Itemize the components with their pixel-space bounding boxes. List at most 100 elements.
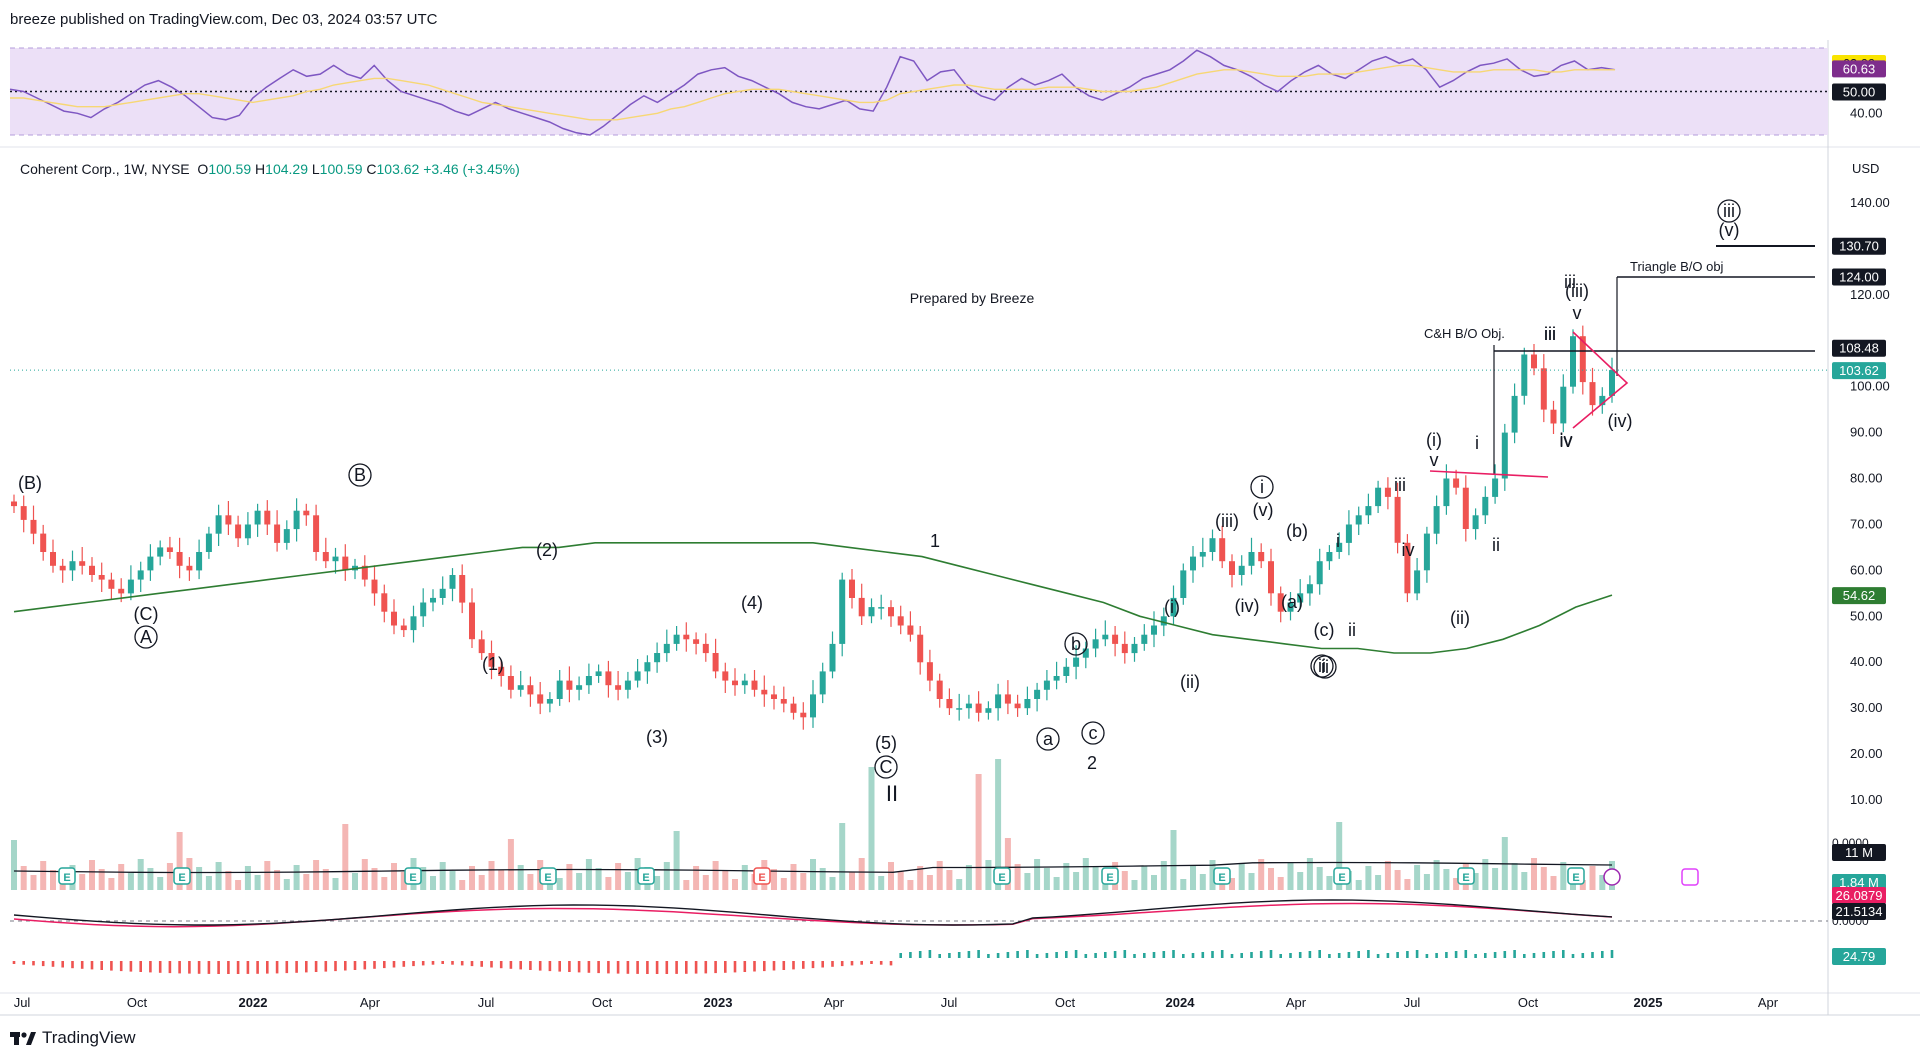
- wave-label-text: i: [1336, 531, 1340, 551]
- wave-label: 1: [930, 531, 940, 551]
- candle-body: [663, 643, 670, 654]
- earnings-marker-letter: E: [642, 872, 649, 884]
- earnings-marker-letter: E: [1218, 872, 1225, 884]
- low-value: 100.59: [319, 161, 363, 177]
- histogram-bar: [811, 961, 815, 969]
- wave-label: iv: [1560, 430, 1573, 450]
- candle-body: [1570, 336, 1576, 387]
- candle-body: [683, 634, 690, 640]
- volume-bar: [654, 876, 661, 890]
- histogram-bar: [90, 961, 94, 970]
- histogram-bar: [246, 961, 250, 974]
- volume-bar: [1121, 871, 1128, 890]
- wave-label: 2: [1087, 753, 1097, 773]
- candle-body: [264, 510, 271, 525]
- volume-bar: [1073, 872, 1080, 890]
- candle-body: [615, 685, 622, 690]
- candle-body: [225, 515, 232, 525]
- volume-bar: [30, 875, 37, 890]
- volume-bar: [702, 875, 709, 890]
- histogram-bar: [51, 961, 55, 967]
- candle-body: [907, 625, 914, 635]
- histogram-bar: [616, 961, 620, 974]
- candle-body: [332, 556, 339, 562]
- histogram-bar: [41, 961, 45, 967]
- volume-bar: [790, 864, 797, 890]
- volume-bar: [946, 870, 953, 890]
- volume-bar: [264, 861, 271, 890]
- candle-body: [1258, 552, 1265, 562]
- candle-body: [371, 579, 378, 594]
- wave-label-text: iii: [1723, 201, 1735, 221]
- wave-label-circle: [1313, 655, 1337, 679]
- oscillator-pane: [10, 899, 1828, 928]
- wave-label-text: (4): [741, 593, 763, 613]
- candle-body: [1160, 616, 1167, 626]
- volume-bar: [235, 880, 242, 890]
- volume-bar: [166, 863, 173, 890]
- earnings-marker-icon: E: [1213, 867, 1231, 885]
- open-label: O: [197, 161, 209, 177]
- wave-label: (1): [482, 654, 504, 674]
- histogram-bar: [636, 961, 639, 974]
- volume-bar: [439, 862, 446, 890]
- histogram-bar: [987, 954, 990, 958]
- candle-body: [342, 556, 349, 571]
- candle-body: [293, 510, 300, 530]
- volume-bar: [965, 865, 972, 890]
- earnings-marker-box: [1567, 867, 1585, 885]
- volume-bar: [342, 824, 349, 890]
- volume-bar: [488, 861, 495, 890]
- time-tick-label: Apr: [1286, 995, 1307, 1010]
- histogram-bar: [383, 961, 386, 969]
- volume-bar: [313, 860, 320, 890]
- wave-label-text: A: [140, 627, 152, 647]
- histogram-bar: [1435, 953, 1438, 958]
- volume-bar: [89, 860, 95, 890]
- wave-label-text: i: [1260, 477, 1264, 497]
- volume-bar: [1423, 874, 1430, 890]
- histogram-bar: [1045, 953, 1049, 958]
- histogram-bar: [431, 961, 435, 965]
- wave-label: (4): [741, 593, 763, 613]
- candle-body: [800, 712, 807, 718]
- histogram-bar: [1152, 952, 1156, 958]
- price-tick-label: 40.00: [1850, 654, 1883, 669]
- volume-bar: [244, 866, 251, 890]
- wave-label: (v): [1719, 220, 1740, 240]
- histogram-bar: [197, 961, 201, 974]
- wave-label-circle: [1250, 475, 1274, 499]
- wave-label-text: (i): [1164, 597, 1180, 617]
- footer-brand[interactable]: TradingView: [10, 1028, 136, 1048]
- histogram-bar: [1493, 952, 1497, 958]
- rsi-price-badge-bg: [1832, 83, 1886, 101]
- wave-label: (iii): [1215, 511, 1239, 531]
- histogram-bar: [1581, 953, 1585, 958]
- volume-bar: [283, 879, 290, 890]
- price-tick-label: 50.00: [1850, 608, 1883, 623]
- histogram-bar: [772, 961, 776, 971]
- candle-body: [1550, 409, 1557, 424]
- histogram-bar: [1104, 952, 1107, 958]
- currency-label[interactable]: USD: [1852, 161, 1880, 176]
- wave-label: II: [886, 781, 898, 806]
- candle-body: [858, 597, 865, 617]
- wave-label-text: ii: [1492, 535, 1500, 555]
- price-badge-bg: [1832, 587, 1886, 605]
- volume-bar: [1531, 858, 1537, 890]
- candle-body: [595, 671, 602, 676]
- histogram-bar: [1454, 951, 1458, 958]
- histogram-bar: [207, 961, 211, 974]
- earnings-marker-box: [1101, 867, 1119, 885]
- volume-bar: [254, 875, 261, 890]
- price-tick-label: 100.00: [1850, 379, 1890, 394]
- histogram-bar: [256, 961, 259, 974]
- volume-bar: [576, 873, 583, 890]
- candle-body: [1365, 506, 1372, 516]
- histogram-bar: [519, 961, 522, 970]
- rsi-tick-label: 40.00: [1850, 105, 1883, 120]
- volume-bar: [839, 823, 846, 890]
- earnings-marker-box: [1333, 867, 1351, 885]
- volume-bar: [1229, 878, 1235, 890]
